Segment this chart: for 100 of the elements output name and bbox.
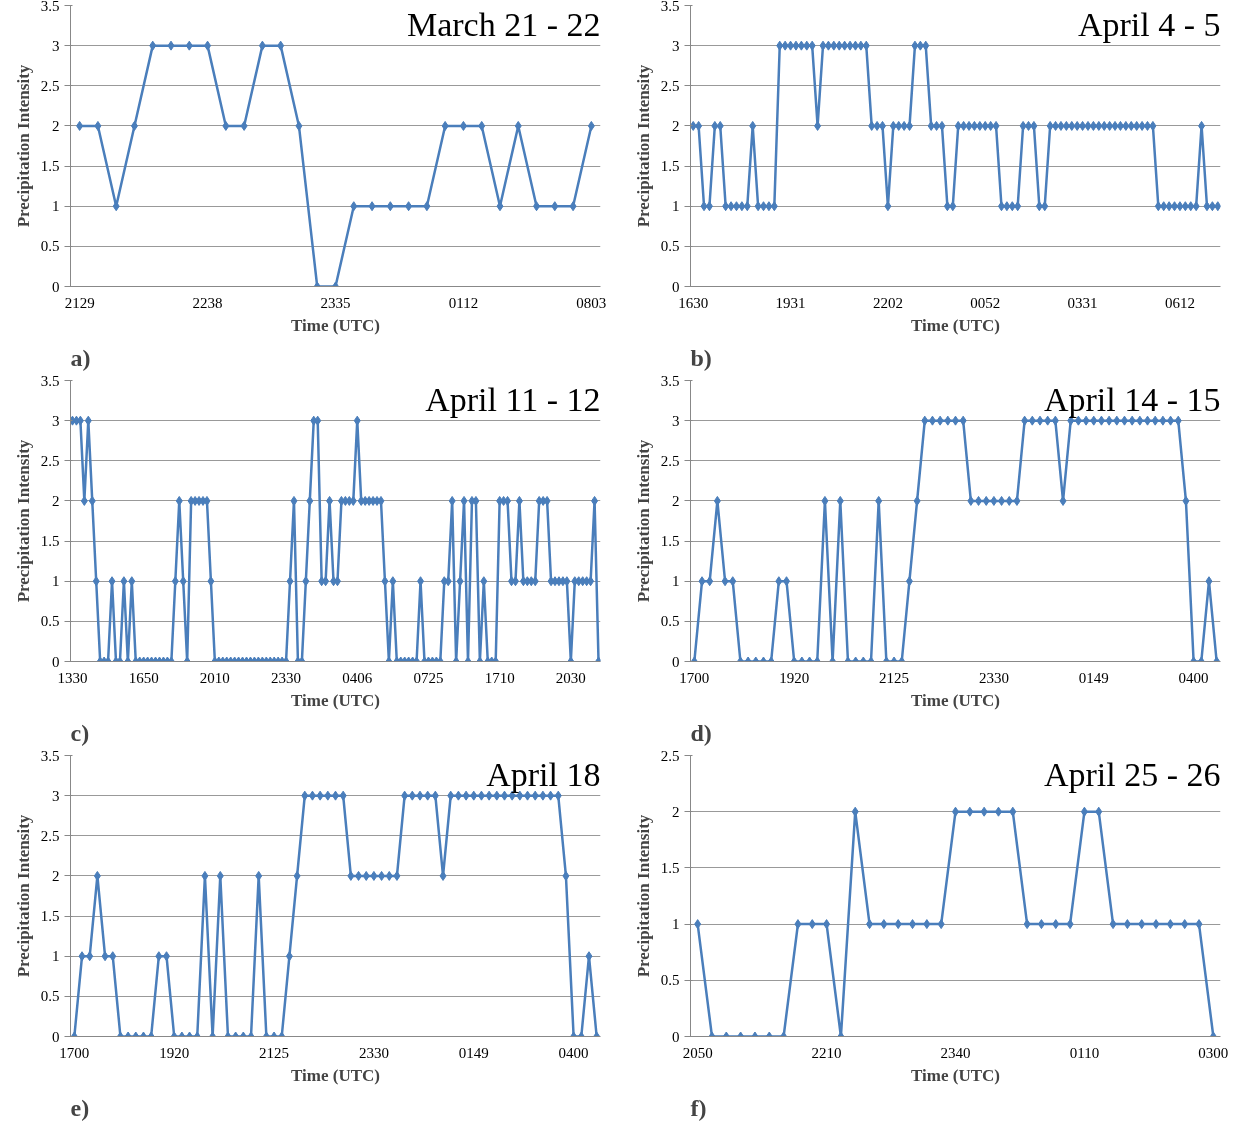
y-tick-label: 1 [672,198,680,215]
y-tick-label: 1.5 [660,859,680,876]
y-tick-label: 0.5 [660,613,680,630]
y-axis-title: Precipitation Intensity [13,814,33,978]
x-axis-title: Time (UTC) [291,315,380,335]
y-tick-label: 2.5 [40,827,60,844]
y-tick-label: 2 [52,492,60,509]
y-axis-title: Precipitation Intensity [13,64,33,228]
y-tick-label: 3 [52,412,60,429]
x-tick-label: 1330 [57,669,88,686]
y-tick-label: 2.5 [40,77,60,94]
x-tick-label: 2340 [940,1044,971,1061]
text: f) [690,1094,707,1121]
x-axis-title: Time (UTC) [291,1065,380,1085]
y-tick-label: 0.5 [660,972,680,989]
chart-title: April 4 - 5 [1077,5,1221,43]
y-tick-label: 3 [52,37,60,54]
y-tick-label: 2.5 [660,747,680,764]
y-tick-label: 3.5 [40,747,60,764]
y-axis-title: Precipitation Intensity [13,439,33,603]
y-tick-label: 1.5 [40,158,60,175]
y-tick-label: 3 [52,787,60,804]
x-tick-label: 2330 [358,1044,389,1061]
chart-title: March 21 - 22 [406,5,601,43]
y-tick-label: 1.5 [40,908,60,925]
x-axis-title: Time (UTC) [911,315,1000,335]
y-tick-label: 0.5 [40,988,60,1005]
x-tick-label: 2202 [872,294,903,311]
y-tick-label: 1 [672,916,680,933]
x-axis-title: Time (UTC) [911,1065,1000,1085]
x-tick-label: 0052 [970,294,1001,311]
x-tick-label: 0803 [576,294,607,311]
y-tick-label: 3 [672,412,680,429]
text: b) [690,344,712,371]
x-tick-label: 2335 [320,294,351,311]
x-tick-label: 0406 [342,669,373,686]
y-tick-label: 1 [52,948,60,965]
y-tick-label: 1.5 [40,533,60,550]
text: d) [690,719,712,746]
x-tick-label: 0112 [448,294,479,311]
x-tick-label: 2030 [555,669,586,686]
y-tick-label: 0 [52,653,60,670]
y-tick-label: 1 [52,198,60,215]
text: a) [70,344,91,371]
y-tick-label: 3.5 [660,0,680,14]
y-tick-label: 2.5 [660,77,680,94]
y-tick-label: 0 [672,653,680,670]
y-axis-title: Precipitation Intensity [633,64,653,228]
chart-title: April 25 - 26 [1043,755,1221,793]
x-tick-label: 0400 [558,1044,589,1061]
text: c) [70,719,90,746]
y-tick-label: 0 [52,1028,60,1045]
x-tick-label: 0110 [1069,1044,1100,1061]
y-tick-label: 2 [52,117,60,134]
x-tick-label: 1700 [679,669,710,686]
x-tick-label: 2330 [978,669,1009,686]
y-tick-label: 2 [672,803,680,820]
x-tick-label: 2125 [259,1044,290,1061]
x-tick-label: 1931 [775,294,806,311]
x-tick-label: 1920 [779,669,810,686]
y-tick-label: 1.5 [660,533,680,550]
x-tick-label: 2210 [811,1044,842,1061]
x-tick-label: 2238 [192,294,223,311]
y-tick-label: 3.5 [660,372,680,389]
y-tick-label: 0.5 [40,238,60,255]
chart-title: April 14 - 15 [1043,380,1221,418]
chart-title: April 18 [486,755,601,793]
x-tick-label: 1650 [128,669,159,686]
y-tick-label: 2 [672,492,680,509]
chart-title: April 11 - 12 [425,380,601,418]
x-tick-label: 0400 [1178,669,1209,686]
y-tick-label: 1.5 [660,158,680,175]
x-tick-label: 0331 [1067,294,1098,311]
y-tick-label: 2 [52,867,60,884]
x-tick-label: 1920 [159,1044,190,1061]
x-tick-label: 0149 [458,1044,489,1061]
y-tick-label: 2 [672,117,680,134]
y-tick-label: 3 [672,37,680,54]
y-tick-label: 1 [52,573,60,590]
y-tick-label: 3.5 [40,372,60,389]
y-tick-label: 3.5 [40,0,60,14]
x-tick-label: 2050 [682,1044,713,1061]
text: e) [70,1094,90,1121]
x-tick-label: 2010 [199,669,230,686]
x-tick-label: 0612 [1164,294,1195,311]
x-axis-title: Time (UTC) [291,690,380,710]
x-tick-label: 0300 [1198,1044,1229,1061]
y-tick-label: 2.5 [660,452,680,469]
y-tick-label: 0.5 [40,613,60,630]
y-tick-label: 2.5 [40,452,60,469]
x-tick-label: 2125 [879,669,910,686]
x-tick-label: 2129 [64,294,95,311]
x-axis-title: Time (UTC) [911,690,1000,710]
y-tick-label: 0.5 [660,238,680,255]
x-tick-label: 0725 [413,669,444,686]
x-tick-label: 1630 [678,294,709,311]
x-tick-label: 0149 [1078,669,1109,686]
y-axis-title: Precipitation Intensity [633,439,653,603]
y-tick-label: 0 [672,278,680,295]
x-tick-label: 1700 [59,1044,90,1061]
